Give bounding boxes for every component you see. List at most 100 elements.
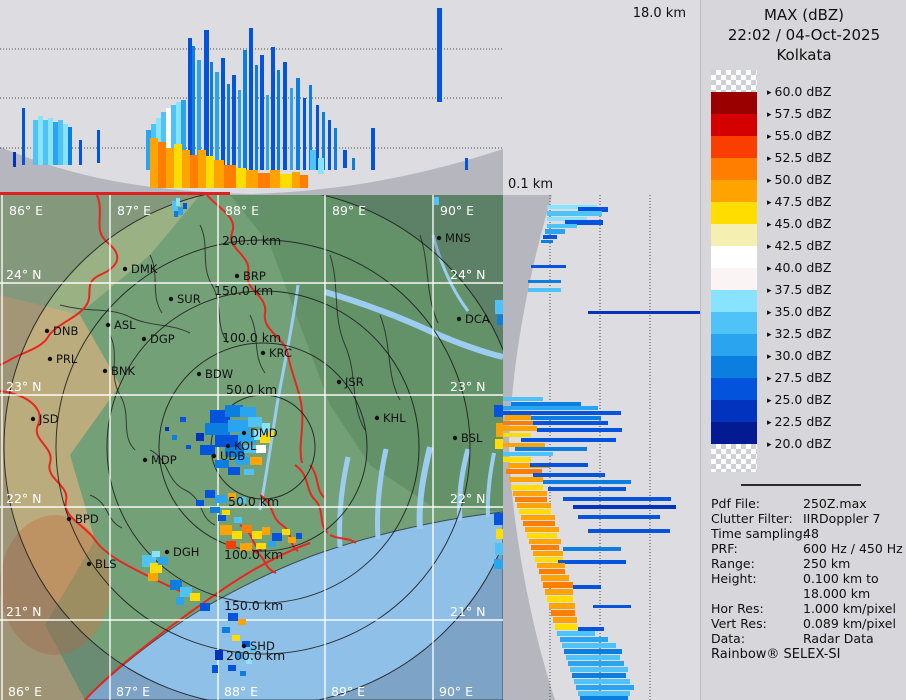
echo-bar xyxy=(531,545,559,550)
map-rivers xyxy=(258,234,503,548)
lon-label-bottom: 87° E xyxy=(116,684,150,699)
scale-tick-marker: ▸ xyxy=(767,264,772,274)
echo-bar xyxy=(225,447,245,457)
echo-bar xyxy=(508,463,550,468)
height-axis-min-label: 0.1 km xyxy=(508,177,553,192)
scale-tick-marker: ▸ xyxy=(767,418,772,428)
echo-bar xyxy=(503,426,537,431)
echo-bar xyxy=(528,280,561,283)
map-range-mask xyxy=(0,195,503,700)
echo-bar xyxy=(519,509,551,514)
product-datetime: 22:02 / 04-Oct-2025 xyxy=(727,26,881,44)
map-terrain-east xyxy=(230,195,503,512)
lon-label-top: 88° E xyxy=(225,203,259,218)
echo-bar xyxy=(290,88,293,170)
echo-bar xyxy=(22,108,25,165)
echo-bar xyxy=(165,427,169,431)
echo-bar xyxy=(503,443,545,447)
echo-bar xyxy=(176,102,181,170)
station-label-BPD: BPD xyxy=(75,512,99,526)
scale-tick-marker: ▸ xyxy=(767,440,772,450)
scale-tick-marker: ▸ xyxy=(767,176,772,186)
echo-bar xyxy=(200,445,215,455)
echo-bar xyxy=(547,205,597,209)
echo-bar xyxy=(171,105,176,170)
product-info-list: Pdf File: 250Z.max Clutter Filter: IIRDoppl… xyxy=(711,496,903,646)
echo-bar xyxy=(256,543,266,549)
echo-bar xyxy=(576,685,634,690)
lon-label-bottom: 86° E xyxy=(8,684,42,699)
lat-label-right: 23° N xyxy=(450,379,485,394)
echo-bar xyxy=(503,421,533,425)
echo-bar xyxy=(235,457,251,465)
scale-color-block xyxy=(711,422,757,444)
info-label: Pdf File: xyxy=(711,496,760,511)
echo-bar xyxy=(521,515,555,520)
echo-bar xyxy=(533,551,563,556)
scale-boundary-label: ▸ 30.0 dBZ xyxy=(767,348,832,363)
ring-distance-label: 200.0 km xyxy=(222,233,281,248)
software-brand: Rainbow® SELEX-SI xyxy=(711,647,841,662)
station-dot xyxy=(452,435,458,441)
info-value: 0.089 km/pixel xyxy=(803,616,896,631)
echo-bar xyxy=(515,497,547,502)
echo-bar xyxy=(218,515,226,521)
station-dot xyxy=(456,316,462,322)
info-row: Time sampling: 48 xyxy=(711,526,903,541)
echo-bar xyxy=(557,631,595,636)
echo-bar xyxy=(503,433,531,437)
station-label-BSL: BSL xyxy=(461,431,483,445)
echo-bar xyxy=(568,661,624,666)
scale-boundary-label: ▸ 42.5 dBZ xyxy=(767,238,832,253)
station-label-DMK: DMK xyxy=(131,262,158,276)
echo-bar xyxy=(200,603,210,611)
echo-bar xyxy=(496,423,503,437)
echo-bar xyxy=(495,543,503,555)
lon-label-top: 86° E xyxy=(9,203,43,218)
echo-bar xyxy=(242,641,250,647)
echo-bar xyxy=(574,679,630,684)
echo-bar xyxy=(222,510,230,515)
station-dot xyxy=(30,416,36,422)
station-label-BRP: BRP xyxy=(243,269,266,283)
echo-bar xyxy=(97,130,100,163)
height-axis-max-label: 18.0 km xyxy=(632,6,686,21)
echo-bar xyxy=(352,158,355,170)
legend-panel: MAX (dBZ) 22:02 / 04-Oct-2025 Kolkata ▸ 6… xyxy=(700,0,906,700)
station-dot xyxy=(122,266,128,272)
echo-bar xyxy=(543,480,631,484)
scale-tick-marker: ▸ xyxy=(767,110,772,120)
echo-bar xyxy=(250,457,262,465)
echo-bar xyxy=(494,559,503,569)
station-label-BDW: BDW xyxy=(205,367,233,381)
echo-bar xyxy=(547,224,577,228)
echo-bar xyxy=(240,671,246,676)
vertical-profile-right-panel xyxy=(503,195,700,700)
echo-bar xyxy=(212,665,218,673)
echo-bar xyxy=(296,533,302,539)
echo-bar xyxy=(563,547,621,551)
echo-bar xyxy=(172,435,177,440)
echo-bar xyxy=(511,402,581,406)
info-label: Vert Res: xyxy=(711,616,767,631)
echo-bar xyxy=(180,417,186,422)
echo-bar xyxy=(565,220,603,225)
scale-color-block xyxy=(711,202,757,224)
echo-bar xyxy=(214,160,224,188)
echo-bar xyxy=(158,142,166,188)
scale-tick-marker: ▸ xyxy=(767,242,772,252)
scale-boundary-label: ▸ 45.0 dBZ xyxy=(767,216,832,231)
station-label-KHL: KHL xyxy=(383,411,406,425)
echo-bar xyxy=(371,128,375,170)
graticule-lines xyxy=(0,195,503,700)
info-row: Range: 250 km xyxy=(711,556,903,571)
info-value: IIRDoppler 7 xyxy=(803,511,881,526)
echo-bar xyxy=(152,551,160,557)
echo-bar xyxy=(180,587,192,597)
ring-distance-label: 100.0 km xyxy=(224,547,283,562)
scale-boundary-label: ▸ 35.0 dBZ xyxy=(767,304,832,319)
info-row: Hor Res: 1.000 km/pixel xyxy=(711,601,903,616)
scale-tick-marker: ▸ xyxy=(767,88,772,98)
echo-bar xyxy=(513,491,547,496)
scale-tick-marker: ▸ xyxy=(767,352,772,362)
